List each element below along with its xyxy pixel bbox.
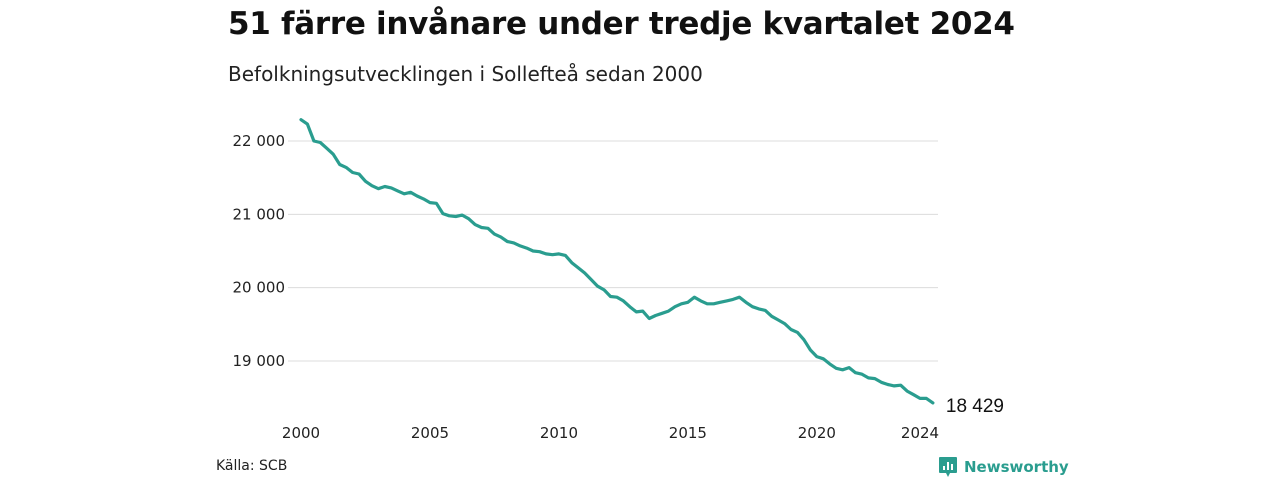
x-tick-label: 2024 — [901, 424, 939, 442]
x-tick-label: 2015 — [669, 424, 707, 442]
x-tick-label: 2000 — [282, 424, 320, 442]
y-tick-label: 20 000 — [233, 279, 286, 297]
y-tick-label: 21 000 — [233, 205, 286, 223]
y-axis-ticks: 19 000 20 000 21 000 22 000 — [233, 132, 286, 370]
brand-name: Newsworthy — [964, 458, 1069, 476]
chart-title: 51 färre invånare under tredje kvartalet… — [228, 6, 1015, 42]
source-note: Källa: SCB — [216, 458, 288, 474]
population-line — [299, 118, 935, 405]
x-tick-label: 2020 — [798, 424, 836, 442]
x-tick-label: 2005 — [411, 424, 449, 442]
x-axis-ticks: 2000 2005 2010 2015 2020 2024 — [282, 424, 939, 442]
end-value-label: 18 429 — [946, 396, 1004, 417]
x-tick-label: 2010 — [540, 424, 578, 442]
y-tick-label: 22 000 — [233, 132, 286, 150]
y-tick-label: 19 000 — [233, 352, 286, 370]
grid-lines — [288, 140, 938, 362]
newsworthy-logo-icon — [939, 457, 957, 477]
chart-subtitle: Befolkningsutvecklingen i Sollefteå seda… — [228, 62, 703, 86]
brand-logo[interactable]: Newsworthy — [938, 456, 1069, 478]
